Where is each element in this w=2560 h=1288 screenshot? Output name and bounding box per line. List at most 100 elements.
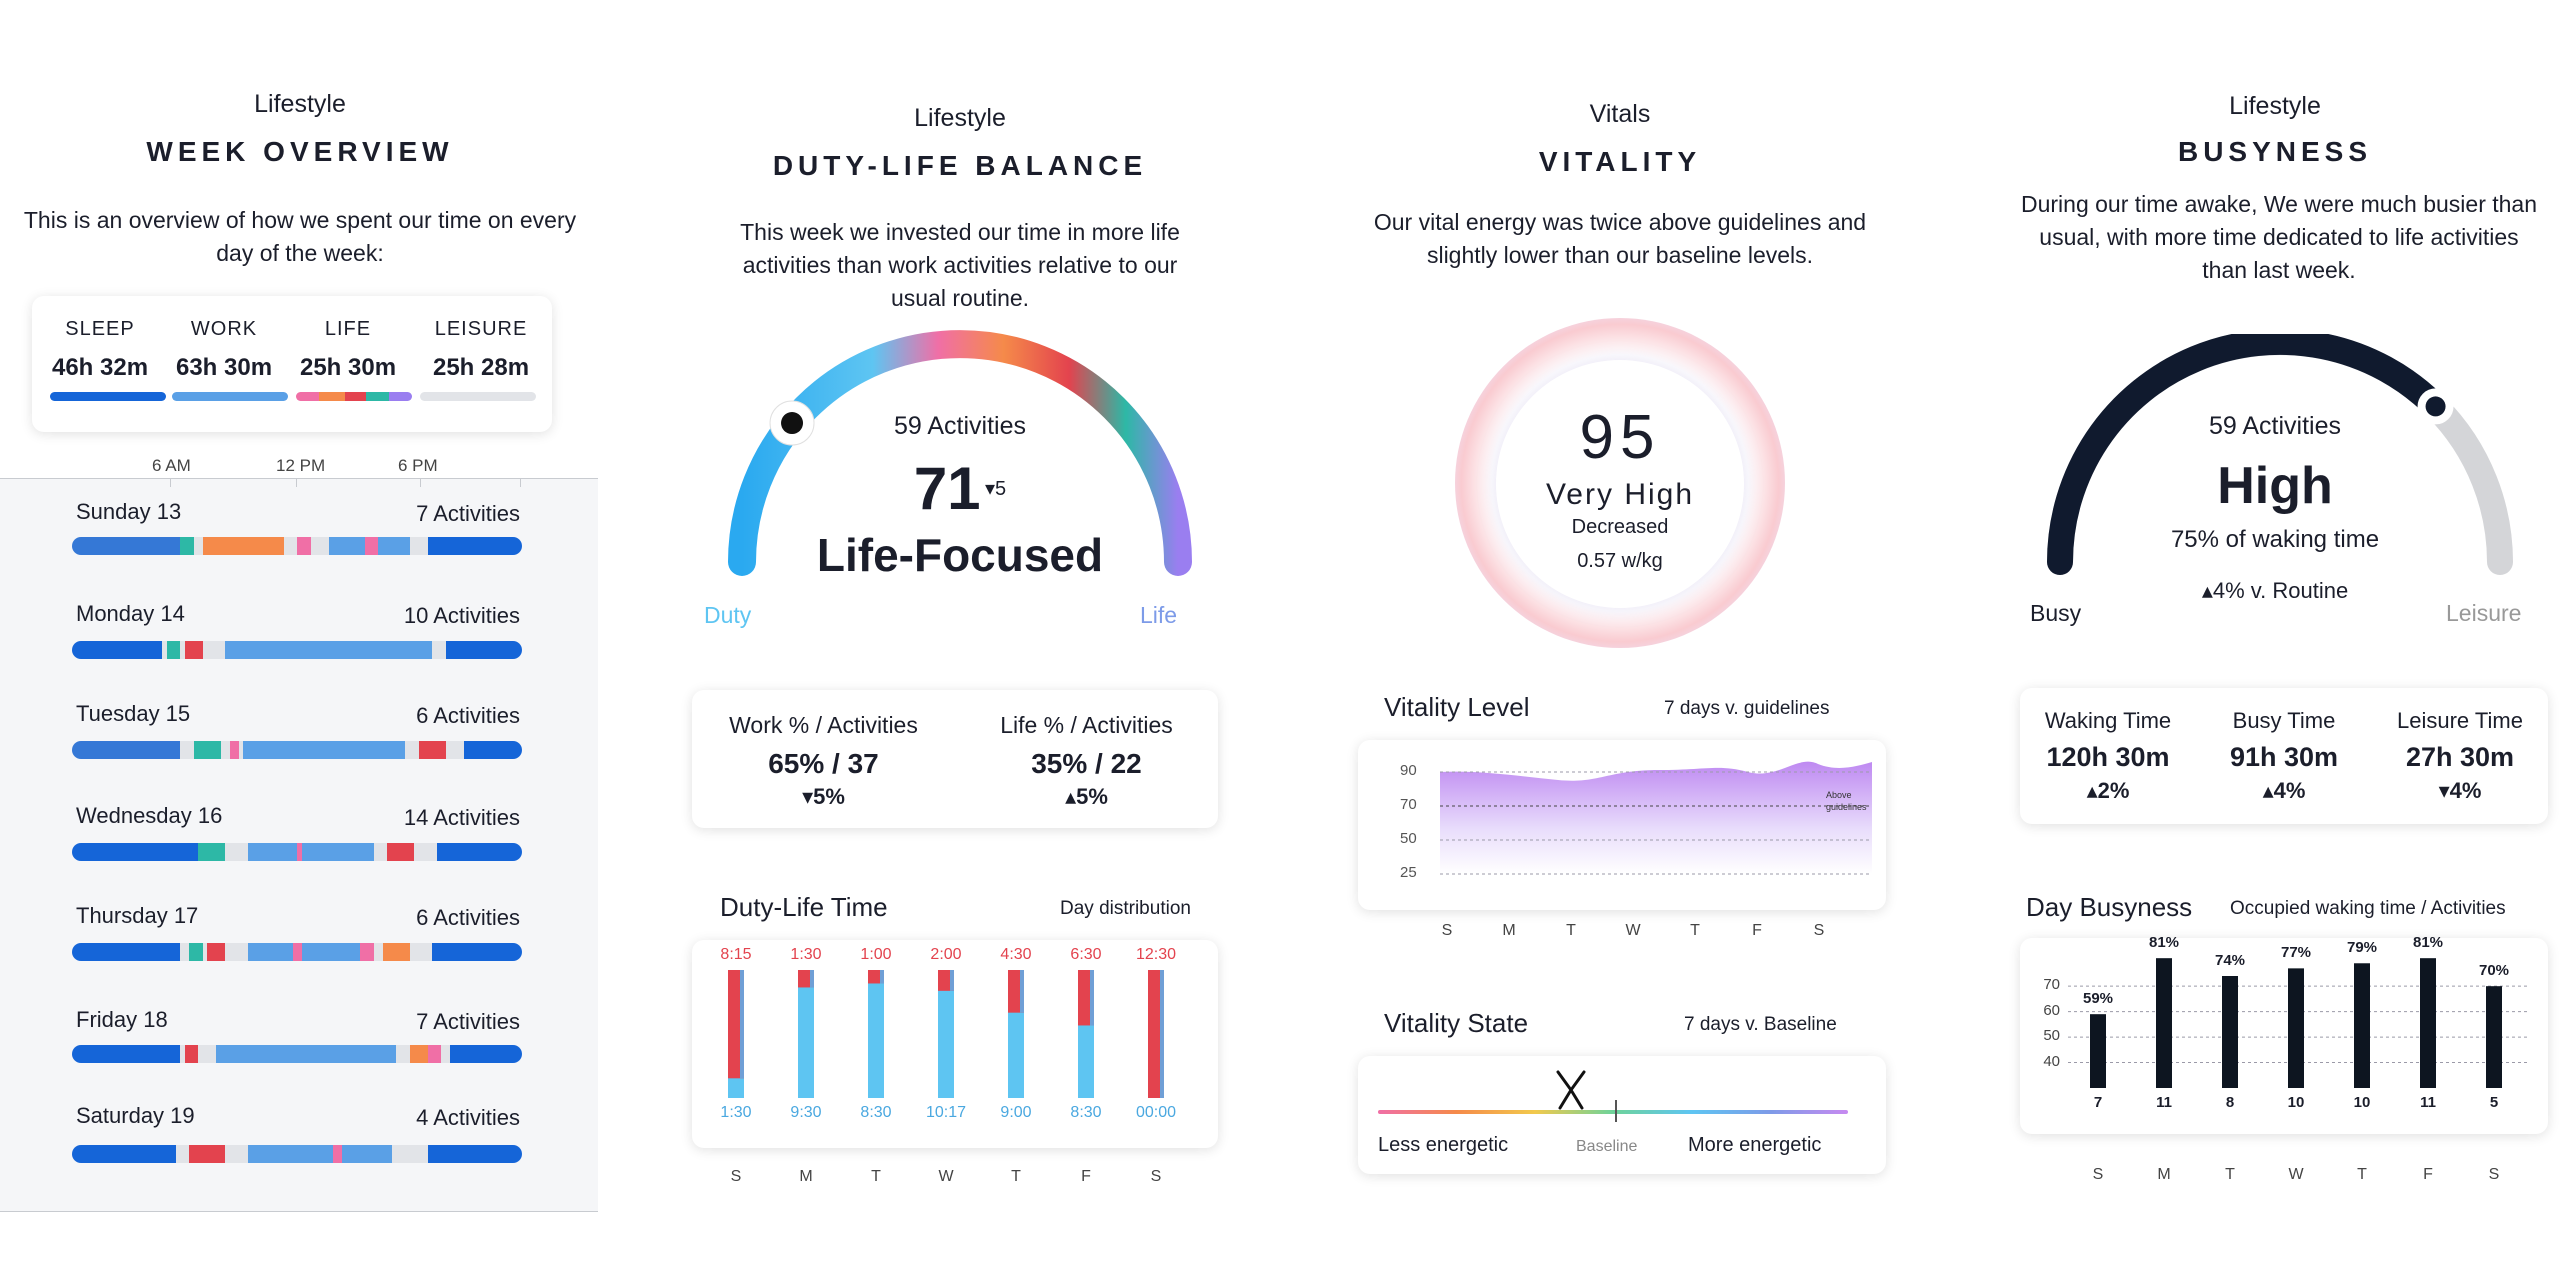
- day-timeline[interactable]: [72, 1045, 522, 1063]
- day-activities: 10 Activities: [403, 603, 520, 628]
- gauge-state: Life-Focused: [816, 529, 1104, 581]
- section-title: Day Busyness: [2026, 892, 2193, 922]
- gauge-state: High: [2217, 457, 2333, 515]
- panel-title: BUSYNESS: [2177, 136, 2373, 167]
- annotation-above: Above: [1826, 790, 1852, 800]
- vitality-panel: Vitals VITALITY Our vital energy was twi…: [1320, 0, 1920, 1288]
- stat-delta: ▴2%: [2086, 778, 2130, 803]
- summary-value-leisure: 25h 28m: [432, 354, 530, 381]
- vitality-level-svg: [1440, 761, 1872, 875]
- gauge-left-label: Busy: [2030, 600, 2082, 626]
- day-activities: 4 Activities: [416, 1105, 520, 1130]
- right-label: More energetic: [1688, 1134, 1822, 1156]
- stat-delta: ▴4%: [2262, 778, 2306, 803]
- day-timeline[interactable]: [72, 741, 522, 759]
- gauge-left-label: Duty: [704, 602, 752, 628]
- busyness-bar: [2156, 958, 2172, 1088]
- legend-bar-life: [296, 392, 412, 401]
- day-timeline[interactable]: [72, 943, 522, 961]
- vitality-ring: [1496, 360, 1744, 608]
- baseline-marker: [1615, 1100, 1617, 1122]
- day-label: S: [2488, 1166, 2500, 1183]
- duty-life-gauge: [728, 330, 1192, 576]
- stat-delta: ▴5%: [1065, 784, 1108, 809]
- stat-value: 65% / 37: [768, 748, 879, 779]
- duty-time-label: 6:30: [1070, 946, 1102, 963]
- vitality-level-chart: 90 70 50 25 Above guidelines: [1358, 740, 1886, 910]
- duty-time-bar-edge: [1160, 970, 1164, 1098]
- legend-bar-work: [172, 392, 288, 401]
- day-name: Sunday 13: [76, 499, 182, 524]
- busyness-bar: [2420, 958, 2436, 1088]
- day-busyness-svg: [2068, 958, 2530, 1088]
- day-timeline[interactable]: [72, 641, 522, 659]
- busyness-bar: [2090, 1014, 2106, 1088]
- day-label: T: [1011, 1168, 1021, 1185]
- day-label: S: [730, 1168, 742, 1185]
- section-subtitle: Day distribution: [1060, 898, 1191, 919]
- duty-life-panel: Lifestyle DUTY-LIFE BALANCE This week we…: [660, 0, 1260, 1288]
- day-activities: 7 Activities: [416, 1009, 520, 1034]
- panel-description: This week we invested our time in more l…: [740, 219, 1180, 311]
- vitality-area: [1440, 761, 1872, 874]
- section-subtitle: 7 days v. Baseline: [1684, 1014, 1837, 1035]
- duty-life-time-chart: 8:15 1:30 1:30 9:30 1:00 8:30 2:00 10:17 4:30 9:0…: [692, 940, 1218, 1148]
- vitality-state: Very High: [1545, 478, 1695, 511]
- day-label: M: [1502, 922, 1516, 939]
- category-label: Lifestyle: [914, 104, 1006, 132]
- day-label: S: [2092, 1166, 2104, 1183]
- day-label: F: [1752, 922, 1762, 939]
- day-label: T: [2225, 1166, 2235, 1183]
- day-label: T: [1566, 922, 1576, 939]
- summary-label-life: LIFE: [324, 318, 372, 340]
- summary-value-life: 25h 30m: [299, 354, 397, 381]
- day-timeline[interactable]: [72, 1145, 522, 1163]
- busyness-gauge: [2047, 334, 2513, 575]
- day-label: T: [1690, 922, 1700, 939]
- bar-value-label: 59%: [2082, 990, 2114, 1008]
- gauge-delta: ▾5: [985, 478, 1007, 500]
- duty-time-bar-edge: [950, 970, 954, 991]
- day-activities: 6 Activities: [416, 703, 520, 728]
- y-tick: 25: [1400, 864, 1417, 881]
- section-subtitle: 7 days v. guidelines: [1664, 698, 1830, 719]
- gauge-fill: [2047, 334, 2449, 575]
- busyness-bar: [2354, 963, 2370, 1088]
- section-title: Vitality State: [1384, 1008, 1529, 1038]
- bar-value-label: 74%: [2214, 952, 2246, 969]
- gauge-knob-dot: [781, 412, 804, 435]
- life-time-label: 00:00: [1135, 1104, 1177, 1121]
- section-title: Vitality Level: [1384, 692, 1530, 722]
- day-label: F: [2423, 1166, 2433, 1183]
- life-time-bar: [868, 970, 884, 1098]
- category-label: Vitals: [1589, 100, 1651, 128]
- day-label: S: [1441, 922, 1453, 939]
- bar-activity-count: 11: [2420, 1094, 2436, 1111]
- busyness-bar: [2486, 986, 2502, 1088]
- day-label: T: [2357, 1166, 2367, 1183]
- y-tick: 60: [2043, 1001, 2060, 1019]
- section-subtitle: Occupied waking time / Activities: [2230, 898, 2506, 919]
- day-list: Sunday 13 7 Activities Monday 14 10 Acti…: [0, 478, 598, 1212]
- time-axis-12pm: 12 PM: [276, 456, 326, 475]
- stat-label: Work % / Activities: [729, 712, 918, 738]
- day-timeline[interactable]: [72, 537, 522, 555]
- y-tick: 50: [1400, 830, 1417, 847]
- stat-label: Waking Time: [2044, 708, 2172, 733]
- y-tick: 90: [1400, 762, 1417, 779]
- week-overview-panel: Lifestyle WEEK OVERVIEW This is an overv…: [0, 0, 600, 1288]
- bar-activity-count: 5: [2489, 1094, 2499, 1111]
- life-time-label: 9:30: [790, 1104, 822, 1121]
- life-time-bar: [938, 970, 954, 1098]
- gauge-knob-dot: [2425, 396, 2446, 417]
- gauge-arc: [728, 330, 1192, 576]
- gauge-right-label: Life: [1140, 602, 1178, 628]
- bar-value-label: 77%: [2280, 944, 2312, 962]
- life-time-label: 1:30: [720, 1104, 752, 1121]
- stat-label: Life % / Activities: [1000, 712, 1173, 738]
- y-tick: 70: [2043, 976, 2060, 994]
- day-timeline[interactable]: [72, 843, 522, 861]
- day-name: Saturday 19: [76, 1103, 195, 1128]
- busyness-stats-card: Waking Time 120h 30m ▴2% Busy Time 91h 3…: [2020, 688, 2548, 824]
- left-label: Less energetic: [1378, 1134, 1509, 1156]
